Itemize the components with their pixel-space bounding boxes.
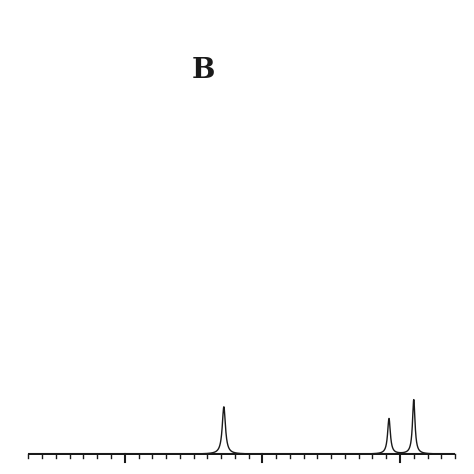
Text: B: B [192,57,216,84]
